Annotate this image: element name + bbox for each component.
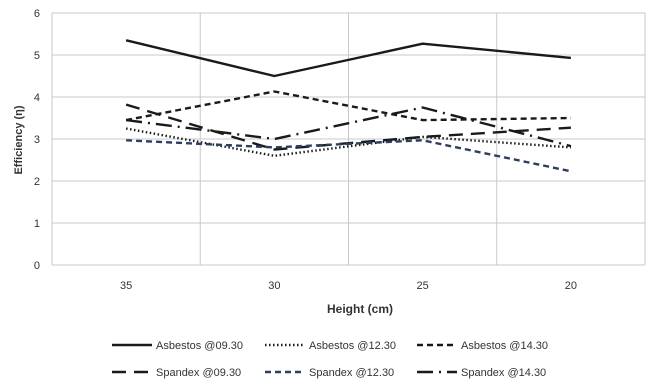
series-line-1 xyxy=(125,39,572,78)
grid xyxy=(51,12,646,266)
y-tick-label: 0 xyxy=(34,260,40,272)
y-tick-label: 3 xyxy=(34,134,40,146)
legend-label: Asbestos @12.30 xyxy=(309,340,396,352)
axes: 0 1 2 3 4 5 6 35 30 25 20 xyxy=(34,8,577,292)
legend-label: Spandex @09.30 xyxy=(156,367,241,379)
series-line-2 xyxy=(125,127,571,158)
series-lines xyxy=(125,39,572,173)
y-tick-label: 1 xyxy=(34,218,40,230)
x-tick-label: 30 xyxy=(268,280,280,292)
y-axis-label: Efficiency (η) xyxy=(13,105,25,174)
series-line-6 xyxy=(125,106,572,148)
series-line-5 xyxy=(126,139,572,173)
y-tick-label: 4 xyxy=(34,92,40,104)
legend-label: Spandex @14.30 xyxy=(461,367,546,379)
y-tick-label: 6 xyxy=(34,8,40,20)
legend-label: Asbestos @14.30 xyxy=(461,340,548,352)
series-line-3 xyxy=(125,90,571,122)
x-tick-label: 25 xyxy=(417,280,429,292)
y-tick-label: 2 xyxy=(34,176,40,188)
legend: Asbestos @09.30 Asbestos @12.30 Asbestos @… xyxy=(112,340,548,379)
legend-label: Spandex @12.30 xyxy=(309,367,394,379)
x-axis-label: Height (cm) xyxy=(327,302,393,316)
x-tick-label: 35 xyxy=(120,280,132,292)
legend-label: Asbestos @09.30 xyxy=(156,340,243,352)
y-tick-label: 5 xyxy=(34,50,40,62)
x-tick-label: 20 xyxy=(565,280,577,292)
